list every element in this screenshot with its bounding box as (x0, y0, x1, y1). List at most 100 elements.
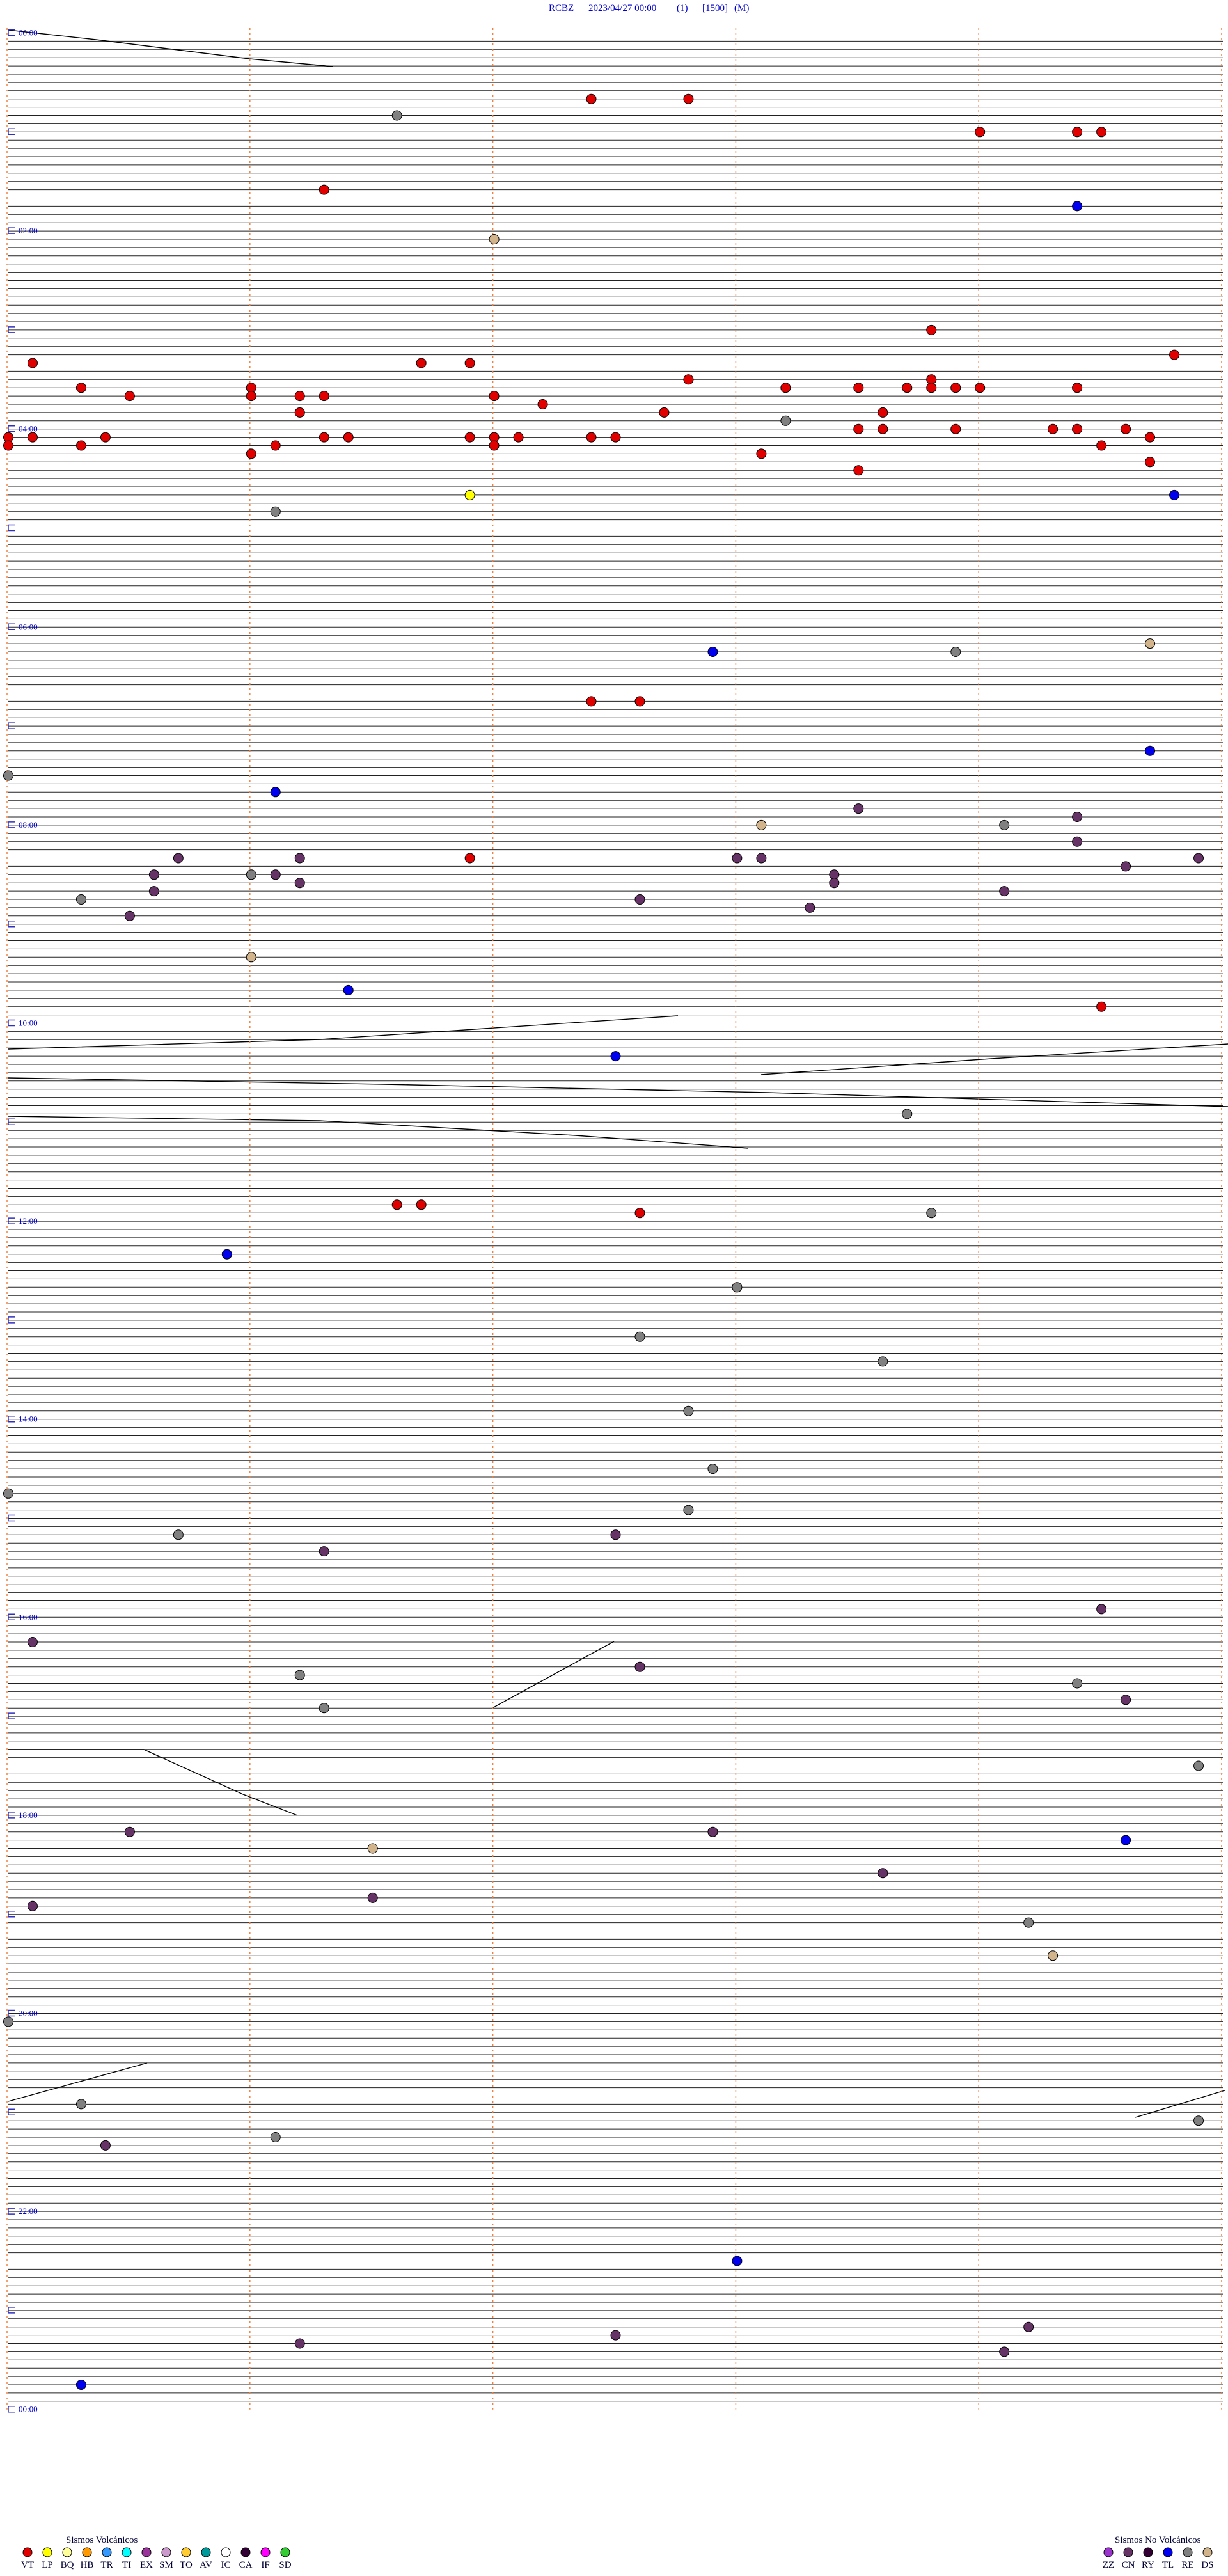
hour-marker (8, 1118, 15, 1126)
event-marker (294, 391, 305, 402)
event-marker (878, 407, 888, 418)
event-marker (75, 383, 86, 393)
event-marker (707, 1826, 718, 1837)
event-marker (732, 2256, 743, 2266)
event-marker (610, 1529, 621, 1540)
event-marker (416, 358, 427, 368)
trace-drift (8, 29, 333, 67)
event-marker (27, 432, 38, 443)
hour-marker (8, 821, 15, 828)
trace-drift (8, 1077, 1228, 1107)
legend-swatch (260, 2547, 271, 2557)
event-marker (148, 869, 159, 880)
hour-marker (8, 2108, 15, 2116)
event-marker (926, 324, 937, 335)
event-marker (586, 93, 597, 104)
legend-title: Sismos No Volcánicos (1115, 2535, 1201, 2545)
event-marker (1072, 201, 1083, 212)
event-marker (1096, 1604, 1107, 1615)
legend-swatch (221, 2547, 231, 2557)
legend-swatch (1123, 2547, 1133, 2557)
event-marker (610, 2330, 621, 2341)
event-marker (634, 894, 645, 905)
hour-marker (8, 920, 15, 928)
event-marker (319, 432, 329, 443)
trace-drift (492, 1641, 615, 1709)
channel: (1) (677, 3, 688, 13)
hour-marker (8, 524, 15, 532)
event-marker (75, 894, 86, 905)
legend-swatch (240, 2547, 251, 2557)
hour-marker (8, 29, 15, 36)
event-marker (270, 2132, 281, 2142)
legend-swatch (1143, 2547, 1153, 2557)
event-marker (1072, 812, 1083, 822)
event-marker (707, 1464, 718, 1474)
legend-code: SM (159, 2560, 173, 2570)
event-marker (1072, 423, 1083, 434)
event-marker (75, 2099, 86, 2110)
time-label: 10:00 (19, 1018, 38, 1028)
event-marker (1145, 432, 1156, 443)
event-marker (1048, 1950, 1059, 1961)
event-marker (1072, 383, 1083, 393)
time-label: 14:00 (19, 1414, 38, 1424)
event-marker (343, 984, 354, 995)
event-marker (489, 391, 500, 402)
legend-code: TO (180, 2560, 193, 2570)
event-marker (756, 448, 767, 459)
event-marker (124, 1826, 135, 1837)
event-marker (367, 1892, 378, 1903)
event-marker (975, 127, 986, 138)
legend-code: BQ (61, 2560, 74, 2570)
event-marker (1145, 745, 1156, 756)
event-marker (586, 432, 597, 443)
event-marker (1121, 1835, 1131, 1845)
event-marker (270, 440, 281, 451)
time-label: 12:00 (19, 1216, 38, 1226)
legend-swatch (22, 2547, 33, 2557)
hour-marker (8, 2009, 15, 2017)
event-marker (75, 440, 86, 451)
time-label: 22:00 (19, 2206, 38, 2216)
legend-code: RY (1142, 2560, 1154, 2570)
event-marker (1072, 1678, 1083, 1689)
event-marker (610, 432, 621, 443)
hour-marker (8, 227, 15, 234)
event-marker (1096, 127, 1107, 138)
legend-swatch (280, 2547, 290, 2557)
event-marker (1096, 440, 1107, 451)
event-marker (173, 853, 184, 864)
event-marker (246, 391, 256, 402)
event-marker (464, 432, 475, 443)
hour-marker (8, 623, 15, 631)
event-marker (391, 110, 402, 121)
event-marker (343, 432, 354, 443)
event-marker (950, 423, 961, 434)
event-marker (683, 1405, 694, 1416)
event-marker (853, 423, 864, 434)
event-marker (319, 184, 329, 195)
time-label: 04:00 (19, 424, 38, 434)
hour-marker (8, 1019, 15, 1027)
legend-code: AV (200, 2560, 212, 2570)
event-marker (221, 1249, 232, 1260)
hour-marker (8, 1812, 15, 1819)
legend-code: TI (122, 2560, 131, 2570)
legend-swatch (42, 2547, 52, 2557)
event-marker (27, 1637, 38, 1647)
legend-title: Sismos Volcánicos (66, 2535, 138, 2545)
event-marker (926, 383, 937, 393)
event-marker (1193, 1760, 1204, 1771)
time-label: 18:00 (19, 1810, 38, 1820)
time-label: 08:00 (19, 820, 38, 830)
event-marker (853, 803, 864, 814)
event-marker (319, 391, 329, 402)
hour-marker (8, 2405, 15, 2413)
event-marker (319, 1546, 329, 1557)
legend-swatch (1163, 2547, 1173, 2557)
legend-code: LP (42, 2560, 53, 2570)
hour-marker (8, 326, 15, 333)
event-marker (294, 1670, 305, 1680)
